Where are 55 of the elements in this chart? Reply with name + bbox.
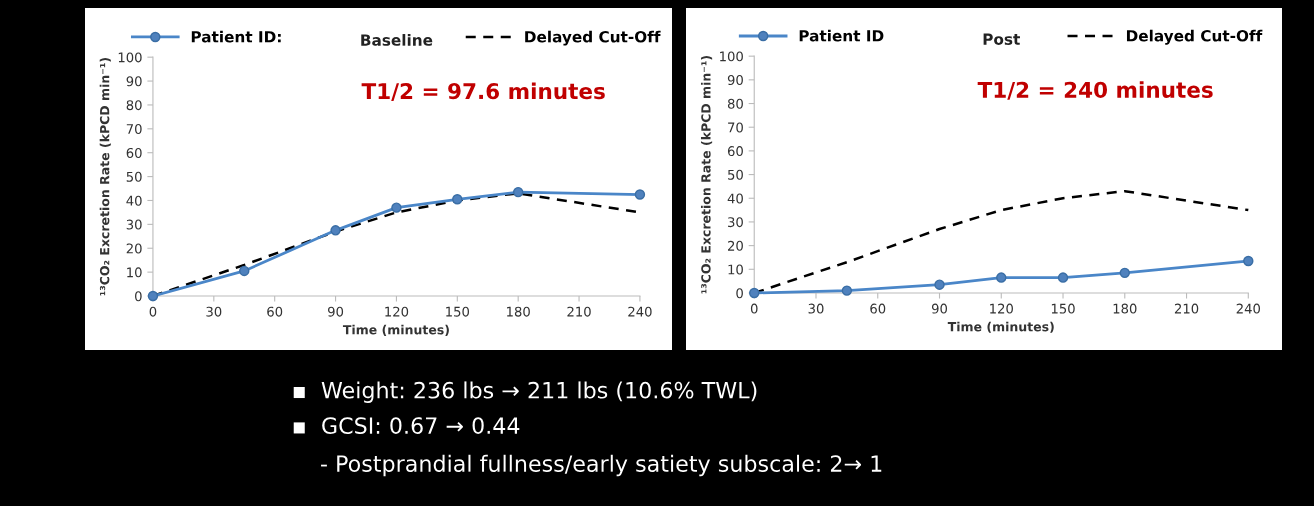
y-tick-label: 80 <box>727 98 743 109</box>
x-tick-label: 60 <box>267 306 283 317</box>
text: ▪ Weight: 236 lbs → 211 lbs (10.6% TWL) <box>293 381 757 403</box>
legend-label: Delayed Cut-Off <box>1126 29 1263 45</box>
x-tick-label: 90 <box>328 306 344 317</box>
legend-label: Delayed Cut-Off <box>525 30 661 46</box>
y-tick-label: 20 <box>126 243 142 254</box>
y-tick-label: 50 <box>126 171 142 182</box>
y-axis-title: ¹³CO₂ Excretion Rate (kPCD min⁻¹) <box>700 56 713 294</box>
text: ▪ GCSI: 0.67 → 0.44 <box>293 417 520 435</box>
x-tick-label: 180 <box>1113 303 1137 314</box>
x-tick-label: 30 <box>808 303 824 314</box>
x-tick-label: 30 <box>206 306 222 317</box>
y-tick-label: 90 <box>727 75 743 86</box>
x-axis-title: Time (minutes) <box>947 321 1054 333</box>
chart-subtitle: Post <box>983 33 1020 45</box>
x-tick-label: 0 <box>149 306 157 317</box>
x-tick-label: 240 <box>1236 303 1261 314</box>
legend-label: Patient ID <box>799 29 884 42</box>
y-tick-label: 90 <box>126 76 142 87</box>
y-tick-label: 100 <box>118 52 142 63</box>
y-tick-label: 40 <box>727 193 743 204</box>
x-axis-title: Time (minutes) <box>342 324 449 336</box>
annotation: T1/2 = 97.6 minutes <box>361 82 605 101</box>
y-tick-label: 60 <box>126 147 142 158</box>
y-tick-label: 100 <box>720 51 743 62</box>
x-tick-label: 150 <box>446 306 470 317</box>
legend-label: Patient ID: <box>191 30 281 43</box>
annotation: T1/2 = 240 minutes <box>977 81 1213 100</box>
x-tick-label: 210 <box>567 306 591 317</box>
y-tick-label: 20 <box>728 240 743 251</box>
y-tick-label: 10 <box>728 264 743 275</box>
x-tick-label: 150 <box>1051 303 1075 314</box>
y-tick-label: 0 <box>736 288 743 299</box>
y-tick-label: 30 <box>126 219 142 230</box>
y-tick-label: 70 <box>728 122 743 133</box>
y-tick-label: 0 <box>135 291 142 302</box>
y-tick-label: 70 <box>126 124 142 135</box>
x-tick-label: 120 <box>990 303 1013 314</box>
y-tick-label: 30 <box>728 217 743 228</box>
x-tick-label: 180 <box>507 306 530 317</box>
y-axis-title: ¹³CO₂ Excretion Rate (kPCD min⁻¹) <box>99 58 111 296</box>
y-tick-label: 40 <box>126 195 142 206</box>
x-tick-label: 120 <box>385 306 409 317</box>
y-tick-label: 80 <box>126 100 142 111</box>
chart-subtitle: Baseline <box>361 34 433 46</box>
x-tick-label: 240 <box>628 306 652 317</box>
y-tick-label: 50 <box>728 169 743 180</box>
x-tick-label: 90 <box>931 303 948 314</box>
text: - Postprandial fullness/early satiety subscale: 2→ 1 <box>321 454 882 477</box>
x-tick-label: 0 <box>750 303 758 314</box>
x-tick-label: 60 <box>870 303 886 314</box>
x-tick-label: 210 <box>1174 303 1199 314</box>
y-tick-label: 10 <box>127 267 142 278</box>
y-tick-label: 60 <box>727 146 743 157</box>
